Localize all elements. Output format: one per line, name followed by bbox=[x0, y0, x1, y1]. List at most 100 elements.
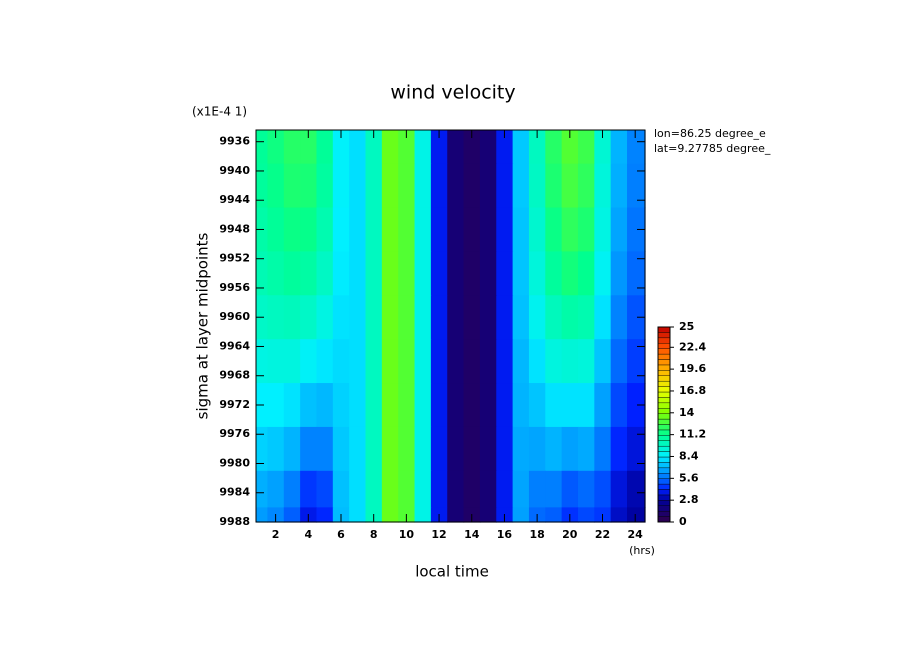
heatmap-cell bbox=[430, 339, 448, 384]
colorbar-band bbox=[657, 429, 671, 436]
heatmap-cell bbox=[577, 251, 595, 296]
heatmap-cell bbox=[512, 507, 530, 523]
heatmap-cell bbox=[496, 251, 514, 296]
colorbar-frame bbox=[657, 326, 671, 523]
heatmap-cell bbox=[512, 163, 530, 209]
colorbar-tick-label: 2.8 bbox=[679, 493, 699, 506]
heatmap-cell bbox=[365, 130, 383, 165]
heatmap-cell bbox=[414, 339, 432, 384]
heatmap-cell bbox=[349, 507, 367, 523]
heatmap-cell bbox=[300, 163, 318, 209]
heatmap-cell bbox=[496, 295, 514, 340]
x-tick-label: 8 bbox=[370, 528, 378, 541]
heatmap-cell bbox=[496, 470, 514, 508]
heatmap-cell bbox=[365, 383, 383, 428]
colorbar-band bbox=[657, 391, 671, 398]
colorbar-band bbox=[657, 483, 671, 490]
heatmap-cell bbox=[398, 470, 416, 508]
heatmap-cell bbox=[610, 295, 628, 340]
colorbar-band bbox=[657, 326, 671, 333]
heatmap-cell bbox=[430, 426, 448, 472]
heatmap-cell bbox=[381, 163, 399, 209]
heatmap-cell bbox=[512, 426, 530, 472]
y-tick-label: 9944 bbox=[219, 193, 250, 206]
heatmap-cell bbox=[267, 339, 285, 384]
y-tick-label: 9968 bbox=[219, 369, 250, 382]
heatmap-cell bbox=[545, 470, 563, 508]
heatmap-cell bbox=[414, 470, 432, 508]
y-tick-label: 9976 bbox=[219, 427, 250, 440]
heatmap-cell bbox=[283, 130, 301, 165]
heatmap-cell bbox=[577, 507, 595, 523]
heatmap-cell bbox=[398, 383, 416, 428]
heatmap-cell bbox=[316, 339, 334, 384]
heatmap-cell bbox=[365, 339, 383, 384]
heatmap-cell bbox=[594, 339, 612, 384]
heatmap-cell bbox=[545, 426, 563, 472]
heatmap-cell bbox=[627, 163, 646, 209]
colorbar-band bbox=[657, 343, 671, 349]
heatmap-cell bbox=[545, 339, 563, 384]
heatmap-cell bbox=[316, 163, 334, 209]
heatmap-cell bbox=[300, 130, 318, 165]
heatmap-cell bbox=[463, 295, 481, 340]
heatmap-cell bbox=[447, 470, 465, 508]
heatmap-cell bbox=[300, 470, 318, 508]
colorbar-band bbox=[657, 489, 671, 496]
heatmap-cell bbox=[300, 295, 318, 340]
heatmap-cell bbox=[594, 130, 612, 165]
heatmap-cell bbox=[610, 251, 628, 296]
heatmap-cell bbox=[381, 207, 399, 253]
heatmap-cell bbox=[610, 507, 628, 523]
colorbar-band bbox=[657, 467, 671, 474]
colorbar-band bbox=[657, 445, 671, 452]
heatmap-cell bbox=[479, 507, 497, 523]
heatmap-cell bbox=[414, 207, 432, 253]
heatmap-cell bbox=[267, 426, 285, 472]
colorbar-band bbox=[657, 413, 671, 420]
heatmap-cell bbox=[414, 295, 432, 340]
y-tick-label: 9988 bbox=[219, 515, 250, 528]
y-tick-label: 9956 bbox=[219, 281, 250, 294]
heatmap-cell bbox=[365, 207, 383, 253]
heatmap-cell bbox=[349, 130, 367, 165]
colorbar-band bbox=[657, 353, 671, 360]
heatmap-cell bbox=[332, 339, 350, 384]
heatmap-cell bbox=[561, 295, 579, 340]
heatmap-cell bbox=[627, 507, 646, 523]
heatmap-cell bbox=[316, 470, 334, 508]
colorbar-band bbox=[657, 435, 671, 441]
annotation: lat=9.27785 degree_ bbox=[654, 142, 771, 155]
heatmap-cell bbox=[349, 295, 367, 340]
heatmap-cell bbox=[398, 207, 416, 253]
heatmap-cell bbox=[283, 163, 301, 209]
heatmap-cell bbox=[594, 251, 612, 296]
heatmap-cell bbox=[316, 383, 334, 428]
colorbar-tick-label: 22.4 bbox=[679, 340, 706, 353]
heatmap-cell bbox=[528, 207, 546, 253]
x-tick-label: 2 bbox=[272, 528, 280, 541]
heatmap-cell bbox=[430, 130, 448, 165]
heatmap-cell bbox=[267, 295, 285, 340]
heatmap-cell bbox=[414, 130, 432, 165]
y-tick-label: 9940 bbox=[219, 164, 250, 177]
heatmap-cell bbox=[447, 207, 465, 253]
heatmap-cell bbox=[381, 251, 399, 296]
heatmap-cell bbox=[256, 251, 269, 296]
heatmap-cell bbox=[256, 470, 269, 508]
colorbar-band bbox=[657, 424, 671, 431]
heatmap-cell bbox=[283, 251, 301, 296]
heatmap-cell bbox=[381, 383, 399, 428]
heatmap-cell bbox=[545, 295, 563, 340]
heatmap-cell bbox=[381, 295, 399, 340]
heatmap-cell bbox=[447, 339, 465, 384]
heatmap-cell bbox=[332, 207, 350, 253]
colorbar-band bbox=[657, 451, 671, 458]
heatmap-cell bbox=[300, 339, 318, 384]
heatmap-cell bbox=[512, 470, 530, 508]
heatmap-cell bbox=[256, 163, 269, 209]
heatmap-cell bbox=[447, 251, 465, 296]
y-tick-label: 9980 bbox=[219, 456, 250, 469]
heatmap-cell bbox=[528, 130, 546, 165]
